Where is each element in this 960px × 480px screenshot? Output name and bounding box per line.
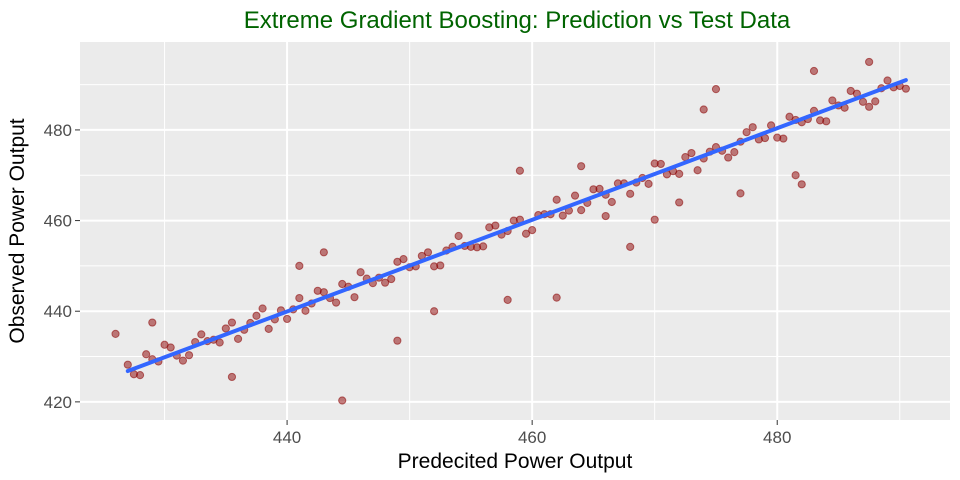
- data-point: [558, 211, 567, 220]
- data-point: [577, 162, 586, 171]
- data-point: [779, 134, 788, 143]
- data-point: [650, 215, 659, 224]
- data-point: [711, 85, 721, 94]
- data-point: [399, 255, 408, 264]
- data-point: [227, 318, 237, 327]
- x-axis-label: Predecited Power Output: [398, 450, 633, 473]
- gridlines: [80, 42, 950, 420]
- data-point: [338, 279, 347, 289]
- data-point: [282, 314, 292, 324]
- data-point: [472, 243, 482, 252]
- data-point: [178, 356, 188, 365]
- x-tick-label: 440: [273, 428, 301, 447]
- data-point: [871, 97, 880, 106]
- data-point: [748, 123, 757, 132]
- y-tick-label: 420: [44, 393, 72, 412]
- data-point: [264, 324, 273, 333]
- data-point: [430, 307, 439, 316]
- data-point: [295, 261, 304, 270]
- data-point: [809, 66, 819, 76]
- fit-line: [125, 78, 908, 374]
- data-point: [485, 223, 494, 232]
- plot-panel: [80, 42, 950, 420]
- data-point: [742, 128, 751, 137]
- data-point: [901, 84, 910, 93]
- data-point: [552, 293, 561, 302]
- data-point: [166, 343, 175, 352]
- data-point: [699, 105, 708, 114]
- data-point: [356, 268, 365, 277]
- data-point: [736, 189, 745, 198]
- data-point: [295, 293, 304, 303]
- data-point: [515, 166, 525, 175]
- data-point: [693, 166, 702, 175]
- data-point: [656, 159, 665, 169]
- y-axis-label: Observed Power Output: [6, 118, 29, 343]
- data-point: [258, 304, 267, 313]
- data-point: [313, 286, 322, 295]
- data-point: [797, 180, 806, 189]
- data-point: [816, 116, 825, 125]
- data-point: [148, 318, 157, 327]
- chart-title: Extreme Gradient Boosting: Prediction vs…: [244, 7, 791, 34]
- y-tick-label: 460: [44, 212, 72, 231]
- data-point: [626, 189, 635, 198]
- data-point: [675, 198, 684, 207]
- y-tick-label: 440: [44, 302, 72, 321]
- data-point: [607, 197, 616, 207]
- data-point: [111, 329, 120, 338]
- x-tick-label: 460: [518, 428, 546, 447]
- data-point: [865, 102, 874, 111]
- data-point: [350, 293, 359, 302]
- data-point: [215, 338, 224, 347]
- data-point: [858, 97, 868, 106]
- data-point: [387, 274, 396, 284]
- data-point: [227, 372, 237, 382]
- data-point: [233, 334, 243, 343]
- data-point: [503, 295, 512, 304]
- data-point: [528, 225, 537, 235]
- data-point: [454, 231, 463, 241]
- data-point: [552, 195, 561, 204]
- data-point: [509, 216, 518, 225]
- data-point: [221, 324, 230, 333]
- data-point: [687, 148, 696, 158]
- data-point: [381, 278, 390, 287]
- data-point: [436, 261, 445, 270]
- data-point: [331, 298, 341, 307]
- data-point: [730, 148, 739, 157]
- data-point: [577, 206, 586, 215]
- data-point: [393, 336, 402, 345]
- y-tick-label: 480: [44, 121, 72, 140]
- data-point: [828, 96, 837, 105]
- data-point: [601, 211, 610, 221]
- data-point: [724, 153, 733, 162]
- x-tick-label: 480: [763, 428, 791, 447]
- data-point: [521, 229, 531, 238]
- data-point: [644, 179, 653, 188]
- data-point: [252, 311, 261, 320]
- data-point: [319, 248, 328, 257]
- data-point: [791, 171, 800, 180]
- axis-ticks: 440 460 480 420 440 460 480: [44, 121, 792, 447]
- data-point: [626, 242, 635, 251]
- data-point: [883, 76, 892, 85]
- data-point: [570, 191, 580, 200]
- data-point: [184, 351, 194, 360]
- data-point: [338, 396, 347, 405]
- data-point: [197, 330, 206, 339]
- data-point: [595, 184, 604, 193]
- data-point: [423, 248, 433, 257]
- data-point: [301, 306, 310, 315]
- data-point: [142, 350, 151, 359]
- data-point: [865, 57, 874, 67]
- data-point: [123, 360, 132, 369]
